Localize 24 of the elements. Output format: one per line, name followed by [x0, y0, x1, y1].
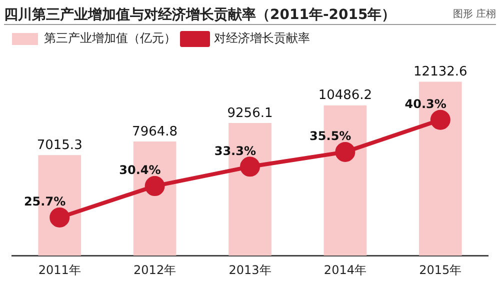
x-tick-label: 2015年: [419, 262, 462, 277]
data-label: 25.7%: [24, 194, 66, 209]
point: [50, 207, 70, 228]
data-label: 10486.2: [318, 88, 372, 104]
data-label: 7964.8: [132, 124, 178, 140]
data-label: 40.3%: [404, 96, 446, 111]
legend-label: 对经济增长贡献率: [214, 31, 310, 46]
chart-title: 四川第三产业增加值与对经济增长贡献率（2011年-2015年）: [4, 6, 396, 24]
x-tick-label: 2014年: [324, 262, 366, 277]
text: 图形 庄栩: [452, 8, 496, 22]
x-tick-label: 2012年: [134, 262, 176, 277]
point: [144, 176, 165, 196]
data-label: 12132.6: [414, 64, 468, 80]
data-label: 9256.1: [227, 106, 273, 121]
data-label: 7015.3: [36, 138, 82, 153]
point: [240, 156, 260, 177]
x-tick-label: 2013年: [228, 262, 272, 277]
point: [430, 110, 450, 130]
legend-label: 第三产业增加值（亿元）: [44, 31, 176, 46]
x-tick-label: 2011年: [38, 262, 81, 277]
point: [335, 142, 356, 162]
data-label: 33.3%: [214, 144, 256, 158]
data-label: 35.5%: [310, 129, 352, 144]
data-label: 30.4%: [119, 163, 161, 178]
